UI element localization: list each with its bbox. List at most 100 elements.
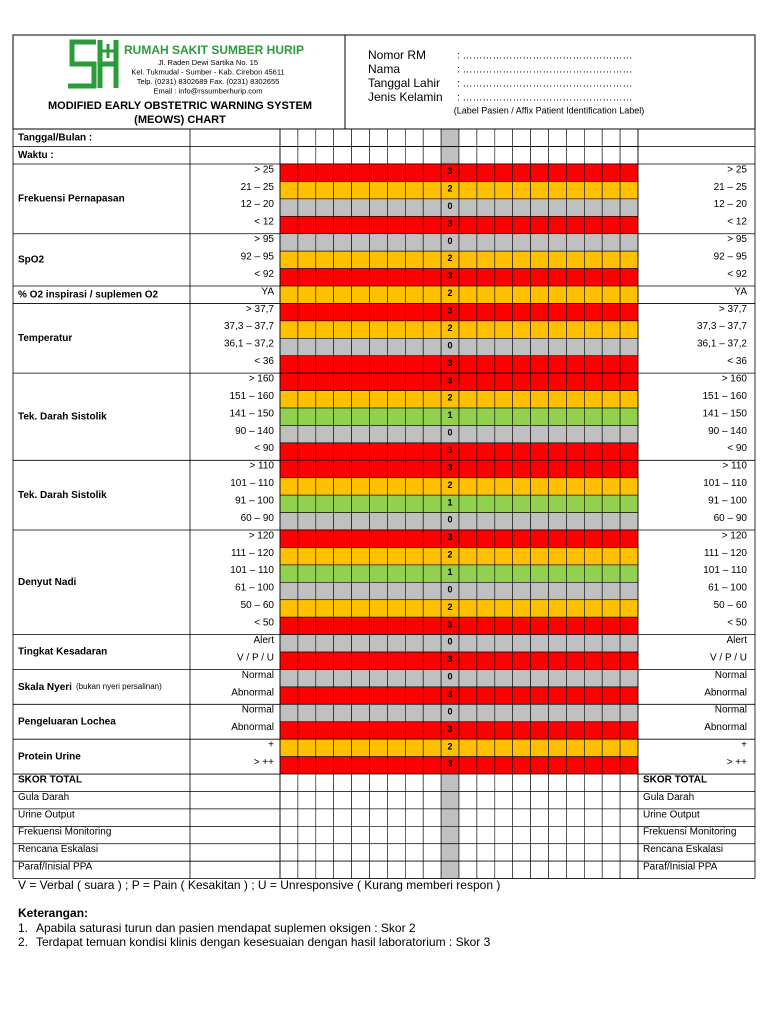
grid-cell (315, 407, 334, 426)
summary-label: Rencana Eskalasi (18, 844, 98, 855)
grid-cell (297, 651, 317, 670)
summary-label-right: Frekuensi Monitoring (643, 827, 736, 838)
grid-cell (619, 634, 639, 653)
grid-cell (297, 512, 317, 531)
grid-cell (458, 320, 478, 339)
group-label: Frekuensi Pernapasan (18, 194, 125, 205)
grid-cell (458, 843, 478, 862)
grid-cell (351, 337, 370, 357)
grid-cell (601, 773, 621, 792)
grid-cell (297, 860, 317, 879)
grid-cell (333, 355, 352, 374)
grid-cell (422, 320, 442, 339)
grid-cell (279, 651, 299, 670)
grid-cell (512, 268, 531, 287)
grid-cell (512, 826, 531, 845)
grid-cell (619, 425, 639, 444)
grid-cell (387, 773, 406, 792)
field-value: : …………………………………………… (457, 51, 633, 62)
form-title: (MEOWS) CHART (134, 114, 226, 126)
range-left: Abnormal (231, 722, 274, 733)
range-left: Normal (242, 705, 274, 716)
grid-cell (530, 198, 549, 217)
grid-cell (601, 616, 621, 635)
grid-cell (619, 756, 639, 775)
grid-cell (601, 756, 621, 775)
grid-cell (476, 756, 496, 775)
grid-cell (458, 442, 478, 461)
grid-cell (476, 494, 496, 513)
field-value: : …………………………………………… (457, 79, 633, 90)
grid-cell (422, 686, 442, 705)
grid-cell (369, 460, 388, 479)
score: 0 (448, 515, 453, 525)
grid-cell (297, 425, 317, 444)
grid-cell (566, 826, 585, 845)
grid-cell (297, 826, 317, 845)
grid-cell (601, 128, 621, 147)
grid-cell (548, 616, 567, 635)
grid-cell (333, 808, 352, 827)
grid-cell (369, 686, 388, 705)
grid-cell (279, 704, 299, 723)
grid-cell (369, 320, 388, 339)
grid-cell (530, 407, 549, 426)
grid-cell (548, 860, 567, 879)
grid-cell (566, 303, 585, 322)
grid-cell (494, 268, 513, 287)
grid-cell (458, 477, 478, 496)
grid-cell (512, 547, 531, 566)
grid-cell (422, 337, 442, 357)
grid-cell (387, 826, 406, 845)
grid-cell (476, 599, 496, 618)
grid-cell (351, 250, 370, 269)
grid-cell (404, 651, 424, 670)
score: 3 (448, 724, 453, 734)
grid-cell (494, 564, 513, 583)
grid-cell (601, 651, 621, 670)
note-text: Apabila saturasi turun dan pasien mendap… (36, 921, 416, 935)
field-label: Jenis Kelamin (368, 90, 443, 104)
grid-cell (422, 808, 442, 827)
score: 0 (448, 637, 453, 647)
grid-cell (458, 337, 478, 357)
grid-cell (404, 442, 424, 461)
grid-cell (369, 181, 388, 200)
grid-cell (619, 808, 639, 827)
grid-cell (422, 721, 442, 740)
notes-title: Keterangan: (18, 906, 88, 920)
grid-cell (351, 477, 370, 496)
grid-cell (422, 651, 442, 670)
score: 2 (448, 184, 453, 194)
grid-cell (476, 128, 496, 147)
grid-cell (530, 826, 549, 845)
grid-cell (494, 407, 513, 426)
grid-cell (530, 791, 549, 810)
grid-cell (404, 250, 424, 269)
grid-cell (583, 198, 603, 217)
grid-cell (351, 808, 370, 827)
grid-cell (566, 268, 585, 287)
grid-cell (458, 564, 478, 583)
grid-cell (279, 599, 299, 618)
grid-cell (619, 355, 639, 374)
form-title: MODIFIED EARLY OBSTETRIC WARNING SYSTEM (48, 100, 312, 112)
grid-cell (404, 372, 424, 391)
range-left: 36,1 – 37,2 (224, 339, 274, 350)
range-right: < 12 (727, 217, 747, 228)
range-left: 61 – 100 (235, 583, 274, 594)
grid-cell (297, 285, 317, 304)
grid-cell (548, 512, 567, 531)
grid-cell (476, 460, 496, 479)
grid-cell (566, 529, 585, 548)
grid-cell (548, 303, 567, 322)
grid-cell (458, 163, 478, 182)
grid-cell (566, 163, 585, 182)
range-right: < 90 (727, 443, 747, 454)
grid-cell (369, 582, 388, 601)
grid-cell (583, 599, 603, 618)
grid-cell (458, 512, 478, 531)
grid-cell (458, 215, 478, 235)
score: 0 (448, 236, 453, 246)
grid-cell (458, 721, 478, 740)
